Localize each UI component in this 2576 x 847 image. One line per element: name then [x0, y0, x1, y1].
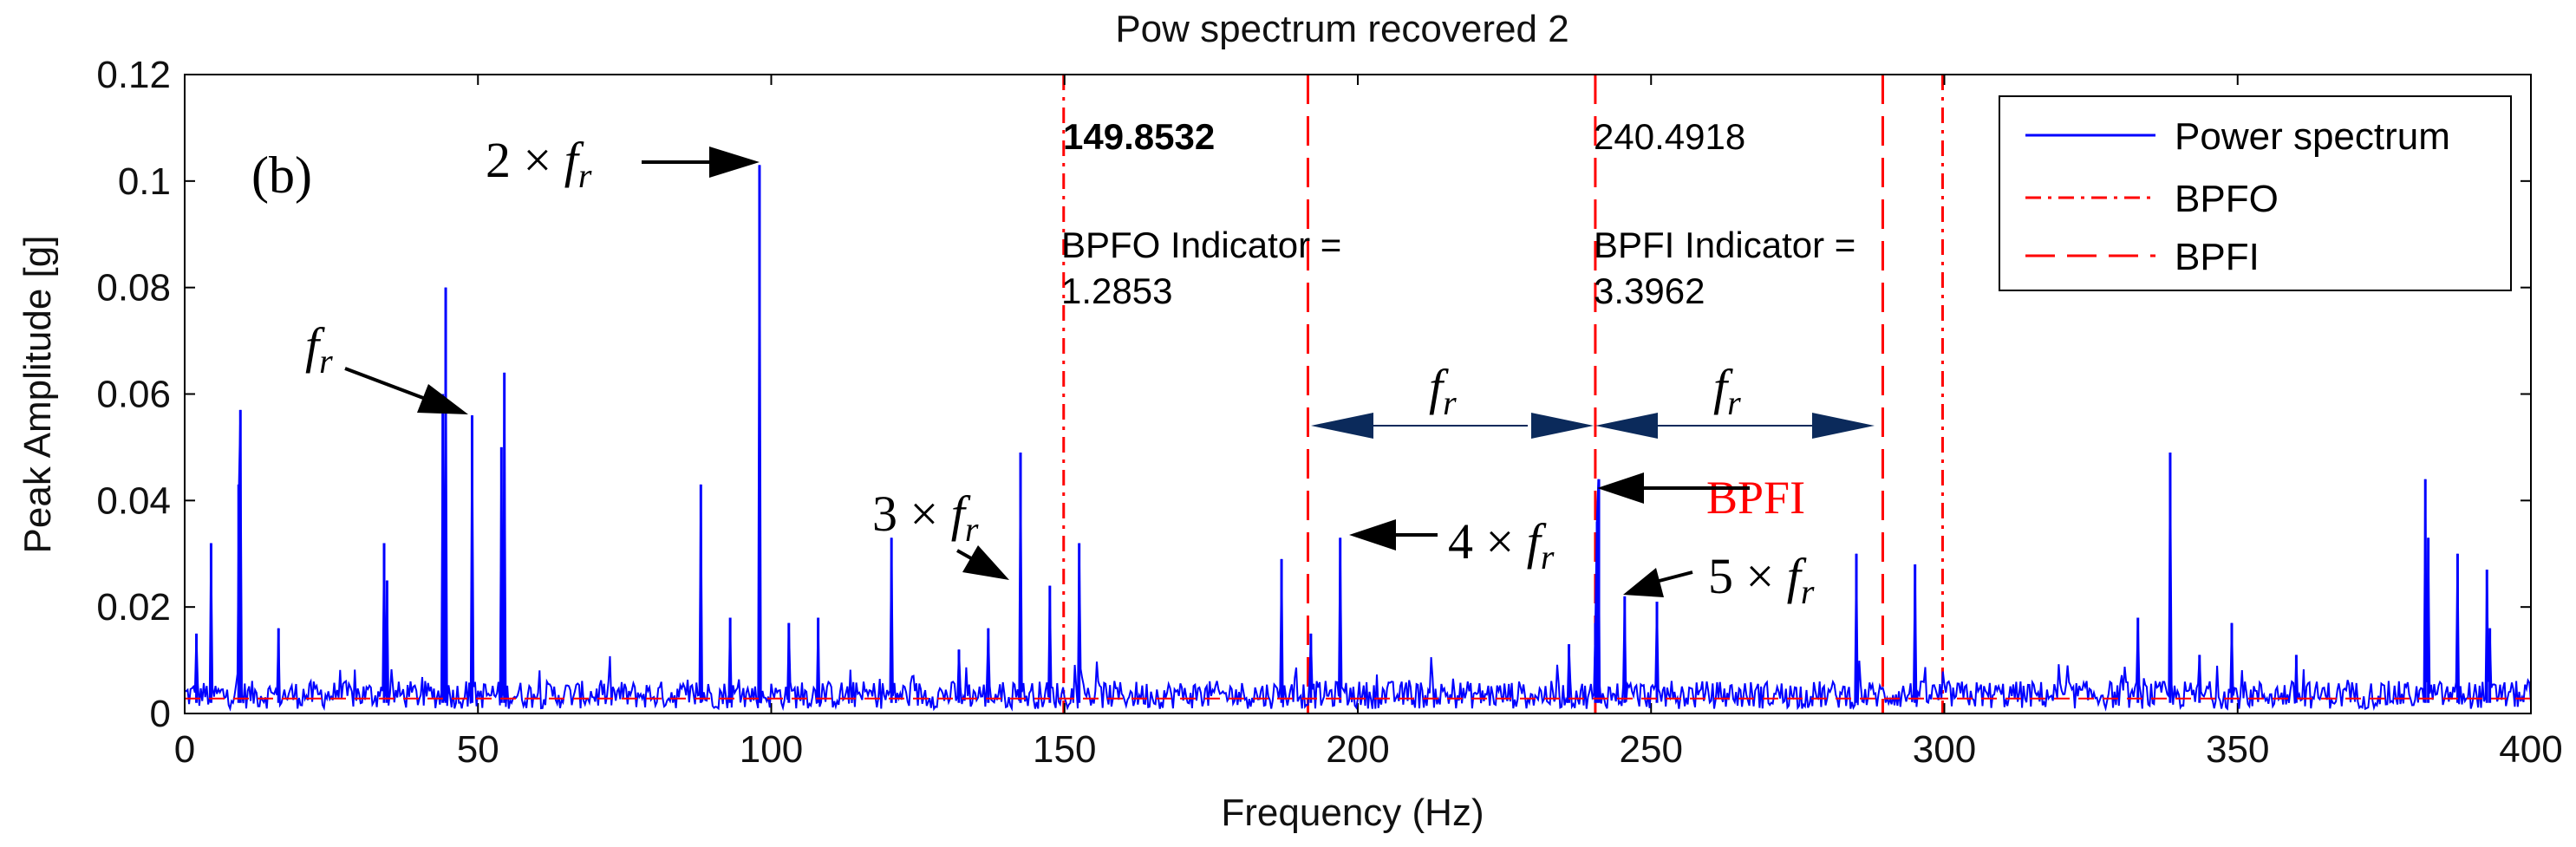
annotations: 149.8532 BPFO Indicator = 1.2853 240.491… [305, 116, 1855, 611]
marker-lines [1062, 75, 1944, 713]
label-fr-span-right-sub: r [1727, 383, 1741, 422]
arrow-bpfi [1597, 472, 1750, 504]
x-tick-label: 200 [1326, 728, 1389, 771]
label-4fr-prefix: 4 × [1448, 513, 1527, 570]
x-tick-label: 400 [2499, 728, 2562, 771]
label-4fr: 4 × fr [1448, 513, 1555, 577]
arrow-3fr [956, 545, 1009, 580]
y-axis-label: Peak Amplitude [g] [16, 236, 59, 554]
bpfi-indicator-label: BPFI Indicator = [1594, 225, 1855, 265]
y-tick-label: 0.08 [96, 267, 171, 309]
panel-label: (b) [251, 147, 312, 204]
x-tick-label: 150 [1033, 728, 1096, 771]
label-fr-span-left-sub: r [1443, 383, 1457, 422]
y-tick-label: 0.1 [118, 160, 171, 203]
label-3fr-prefix: 3 × [872, 485, 951, 542]
legend-label-bpfi: BPFI [2175, 236, 2260, 278]
label-3fr: 3 × fr [872, 485, 979, 549]
label-5fr-sub: r [1801, 572, 1815, 611]
legend-box [1999, 95, 2512, 291]
label-4fr-sub: r [1541, 538, 1555, 577]
span-arrow-left [1311, 413, 1594, 439]
label-2fr: 2 × fr [486, 132, 592, 195]
x-tick-label: 350 [2206, 728, 2269, 771]
x-tick-label: 50 [457, 728, 499, 771]
x-axis-label: Frequency (Hz) [1221, 792, 1484, 834]
legend-label-power: Power spectrum [2175, 115, 2450, 158]
bpfi-frequency-annotation: 240.4918 [1594, 116, 1745, 157]
x-tick-label: 0 [174, 728, 195, 771]
bpfo-indicator-value: 1.2853 [1061, 270, 1172, 311]
bpfo-indicator-label: BPFO Indicator = [1061, 225, 1341, 265]
y-tick-label: 0.04 [96, 479, 171, 522]
plot-frame [184, 74, 2532, 714]
y-tick-label: 0.02 [96, 586, 171, 629]
legend: Power spectrum BPFO BPFI [1999, 95, 2512, 291]
label-bpfi-red: BPFI [1706, 472, 1805, 524]
label-3fr-sub: r [965, 510, 979, 549]
label-fr-sub: r [319, 342, 333, 381]
bpfo-frequency-annotation: 149.8532 [1063, 116, 1215, 157]
x-tick-label: 250 [1620, 728, 1683, 771]
axis-ticks: 0 50 100 150 200 250 300 350 400 0 0.02 0.04 0.06 0.0… [96, 54, 2562, 771]
y-tick-label: 0.06 [96, 374, 171, 416]
bpfi-indicator-value: 3.3962 [1594, 270, 1705, 311]
x-tick-label: 100 [740, 728, 803, 771]
label-5fr-prefix: 5 × [1708, 548, 1787, 604]
y-tick-label: 0.12 [96, 54, 171, 96]
label-2fr-prefix: 2 × [486, 132, 564, 188]
arrow-4fr [1349, 519, 1438, 551]
x-tick-label: 300 [1913, 728, 1976, 771]
label-5fr: 5 × fr [1708, 548, 1815, 611]
arrow-5fr [1623, 568, 1693, 597]
y-tick-label: 0 [150, 693, 171, 735]
label-2fr-sub: r [578, 156, 592, 195]
chart-title: Pow spectrum recovered 2 [1115, 8, 1568, 50]
legend-label-bpfo: BPFO [2175, 178, 2279, 220]
arrow-fr [344, 367, 468, 414]
span-arrow-right [1595, 413, 1875, 439]
annotation-arrows [344, 147, 1875, 597]
arrow-2fr [642, 147, 760, 178]
data-layer [185, 165, 2531, 712]
